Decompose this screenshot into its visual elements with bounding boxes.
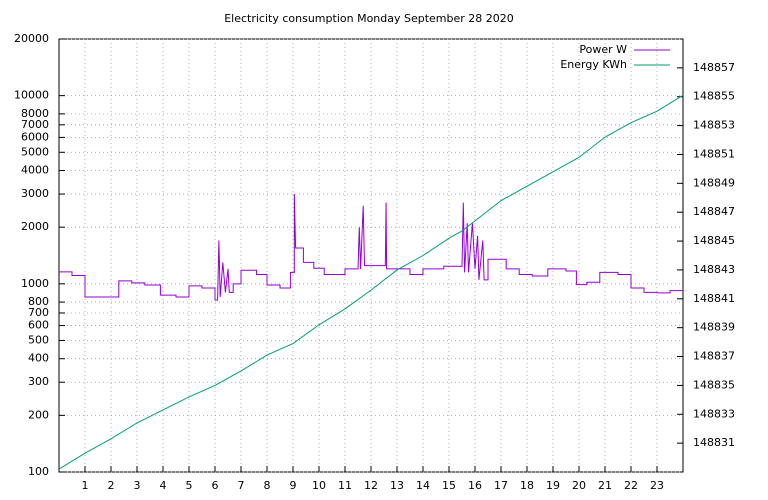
y-tick-label: 500 [28, 333, 49, 346]
y2-tick-label: 148853 [693, 119, 735, 132]
y2-tick-label: 148841 [693, 292, 735, 305]
x-tick-label: 13 [390, 479, 404, 492]
x-tick-label: 17 [494, 479, 508, 492]
series-line [59, 194, 683, 301]
series-line [58, 94, 684, 470]
y-tick-label: 4000 [21, 164, 49, 177]
x-tick-label: 2 [108, 479, 115, 492]
y-tick-label: 600 [28, 319, 49, 332]
y-tick-label: 1000 [21, 277, 49, 290]
x-tick-label: 12 [364, 479, 378, 492]
y2-tick-label: 148847 [693, 205, 735, 218]
y2-tick-label: 148835 [693, 378, 735, 391]
x-tick-label: 1 [82, 479, 89, 492]
x-tick-label: 3 [134, 479, 141, 492]
x-tick-label: 7 [238, 479, 245, 492]
legend-label: Energy KWh [560, 58, 627, 71]
legend-label: Power W [579, 43, 627, 56]
y2-tick-label: 148843 [693, 263, 735, 276]
x-tick-label: 6 [212, 479, 219, 492]
y-tick-label: 6000 [21, 130, 49, 143]
x-tick-label: 10 [312, 479, 326, 492]
x-tick-label: 11 [338, 479, 352, 492]
x-tick-label: 5 [186, 479, 193, 492]
y-tick-label: 20000 [14, 32, 49, 45]
y-tick-label: 200 [28, 408, 49, 421]
y2-tick-label: 148851 [693, 147, 735, 160]
y2-tick-label: 148845 [693, 234, 735, 247]
y2-tick-label: 148857 [693, 61, 735, 74]
x-tick-label: 18 [520, 479, 534, 492]
y-tick-label: 300 [28, 375, 49, 388]
x-tick-label: 22 [624, 479, 638, 492]
y-tick-label: 800 [28, 295, 49, 308]
y-tick-label: 10000 [14, 89, 49, 102]
x-tick-label: 20 [572, 479, 586, 492]
x-tick-label: 21 [598, 479, 612, 492]
y2-tick-label: 148849 [693, 176, 735, 189]
x-tick-label: 8 [264, 479, 271, 492]
y-tick-label: 7000 [21, 118, 49, 131]
y-tick-label: 2000 [21, 220, 49, 233]
x-tick-label: 14 [416, 479, 430, 492]
x-tick-label: 9 [290, 479, 297, 492]
x-tick-label: 4 [160, 479, 167, 492]
y2-tick-label: 148855 [693, 90, 735, 103]
y-tick-label: 5000 [21, 145, 49, 158]
y2-tick-label: 148839 [693, 321, 735, 334]
y2-tick-label: 148833 [693, 407, 735, 420]
y-tick-label: 8000 [21, 107, 49, 120]
chart-title: Electricity consumption Monday September… [224, 12, 514, 25]
x-tick-label: 15 [442, 479, 456, 492]
y2-tick-label: 148831 [693, 436, 735, 449]
y-tick-label: 400 [28, 352, 49, 365]
x-tick-label: 23 [650, 479, 664, 492]
x-tick-label: 19 [546, 479, 560, 492]
y-tick-label: 3000 [21, 187, 49, 200]
y-tick-label: 100 [28, 465, 49, 478]
y-tick-label: 700 [28, 306, 49, 319]
y2-tick-label: 148837 [693, 350, 735, 363]
x-tick-label: 16 [468, 479, 482, 492]
